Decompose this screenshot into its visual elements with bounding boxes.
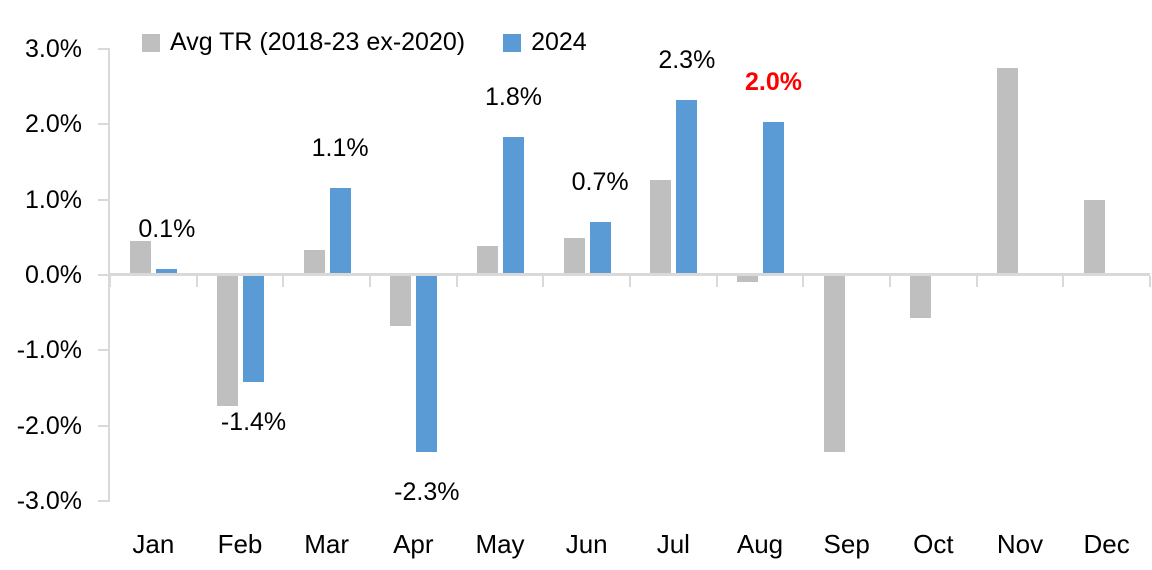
- bar-2024-may: [503, 137, 524, 273]
- x-axis-label-may: May: [475, 529, 525, 559]
- data-label-may: 1.8%: [485, 83, 542, 112]
- bar-avg-may: [477, 245, 498, 273]
- x-axis-label-dec: Dec: [1083, 529, 1130, 559]
- x-axis-tick: [542, 276, 545, 287]
- y-axis-label: 1.0%: [25, 185, 82, 214]
- x-axis-label-sep: Sep: [823, 529, 870, 559]
- data-label-feb: -1.4%: [220, 408, 287, 437]
- legend: Avg TR (2018-23 ex-2020) 2024: [142, 28, 587, 57]
- data-label-apr: -2.3%: [394, 477, 460, 506]
- data-label-jul: 2.3%: [658, 45, 716, 74]
- bar-2024-jan: [156, 269, 178, 273]
- x-axis-tick: [1149, 276, 1151, 287]
- y-axis-label: 2.0%: [25, 110, 82, 139]
- y-axis-tick: [98, 273, 110, 276]
- x-axis-label-jan: Jan: [132, 529, 175, 559]
- x-axis-tick: [455, 276, 458, 287]
- data-label-jan: 0.1%: [138, 215, 196, 244]
- legend-label-avg-tr: Avg TR (2018-23 ex-2020): [170, 28, 466, 56]
- y-axis-label: -2.0%: [16, 411, 82, 440]
- x-axis-tick: [802, 276, 805, 287]
- legend-item-avg-tr: Avg TR (2018-23 ex-2020): [142, 28, 465, 57]
- bar-avg-sep: [823, 276, 845, 452]
- y-axis-tick: [98, 349, 110, 352]
- y-axis-tick: [98, 198, 110, 201]
- x-axis-tick: [109, 276, 111, 287]
- bar-avg-jan: [130, 240, 152, 273]
- legend-label-2024: 2024: [531, 28, 587, 56]
- x-axis-tick: [629, 276, 631, 287]
- bar-2024-jul: [676, 99, 698, 273]
- x-axis-tick: [282, 276, 285, 287]
- x-axis-label-jul: Jul: [656, 529, 690, 559]
- x-axis-tick: [715, 276, 718, 287]
- x-axis-label-mar: Mar: [304, 529, 350, 559]
- x-axis-label-nov: Nov: [996, 529, 1044, 559]
- bar-2024-feb: [243, 276, 264, 383]
- bar-2024-mar: [329, 187, 351, 273]
- x-axis-label-aug: Aug: [736, 529, 784, 559]
- legend-swatch-avg-tr: [142, 33, 160, 52]
- y-axis-label: -1.0%: [16, 336, 82, 365]
- bar-2024-aug: [763, 122, 784, 273]
- y-axis-label: 3.0%: [25, 35, 82, 63]
- legend-swatch-2024: [503, 33, 522, 52]
- x-axis-label-feb: Feb: [217, 529, 263, 559]
- bar-avg-mar: [303, 249, 325, 273]
- bar-avg-nov: [997, 68, 1018, 273]
- y-axis-tick: [98, 123, 110, 126]
- x-axis-label-apr: Apr: [393, 529, 434, 559]
- legend-item-2024: 2024: [503, 28, 587, 57]
- y-axis-tick: [98, 424, 110, 427]
- x-axis-tick: [369, 276, 371, 287]
- data-label-mar: 1.1%: [311, 133, 369, 162]
- bar-avg-jun: [563, 238, 585, 273]
- data-label-aug: 2.0%: [745, 68, 802, 97]
- x-axis-tick: [195, 276, 198, 287]
- bar-2024-apr: [416, 276, 438, 452]
- x-axis-tick: [889, 276, 891, 287]
- x-axis-tick: [975, 276, 978, 287]
- bar-avg-aug: [737, 276, 758, 283]
- y-axis-label: -3.0%: [16, 486, 82, 515]
- y-axis-tick: [98, 499, 110, 502]
- x-axis-label-oct: Oct: [913, 529, 954, 559]
- x-axis-label-jun: Jun: [565, 529, 608, 559]
- x-axis-tick: [1062, 276, 1065, 287]
- y-axis-tick: [98, 48, 110, 50]
- bar-2024-jun: [589, 221, 611, 273]
- y-axis-label: 0.0%: [25, 260, 82, 289]
- bar-avg-jul: [650, 180, 672, 273]
- bar-avg-dec: [1083, 199, 1105, 273]
- bar-avg-apr: [390, 276, 412, 326]
- bar-avg-oct: [910, 276, 932, 319]
- data-label-jun: 0.7%: [571, 167, 629, 196]
- x-axis-line: [110, 273, 1150, 276]
- bar-avg-feb: [217, 276, 238, 406]
